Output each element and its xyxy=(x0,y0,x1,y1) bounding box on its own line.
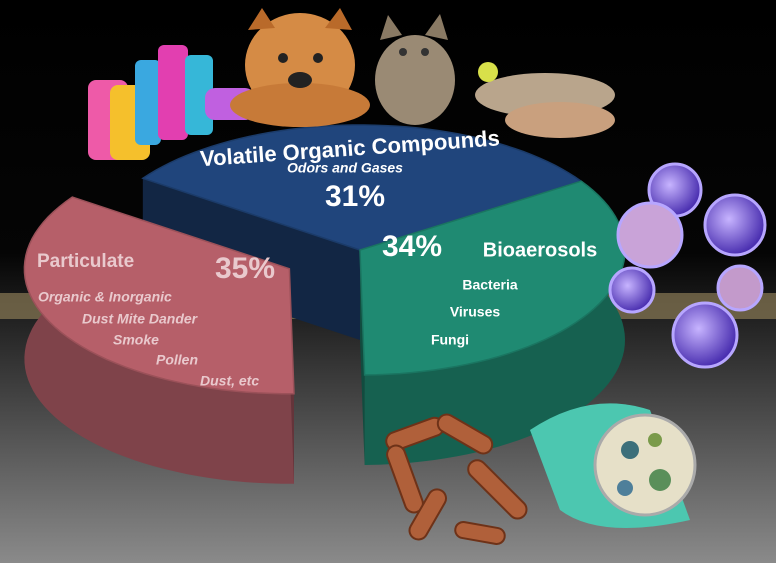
slice xyxy=(23,196,295,395)
viruses xyxy=(608,162,767,369)
dog xyxy=(230,8,370,127)
category-label: Particulate xyxy=(37,251,134,272)
detail-label: Bacteria xyxy=(462,277,517,293)
bacteria xyxy=(385,413,528,545)
detail-label: Dust, etc xyxy=(200,373,259,389)
slice xyxy=(141,124,583,251)
value-label: 34% xyxy=(382,230,442,263)
detail-label: Smoke xyxy=(113,332,159,348)
detail-label: Dust Mite Dander xyxy=(82,311,199,327)
cat xyxy=(375,14,455,125)
fish xyxy=(475,62,615,138)
category-label: Bioaerosols xyxy=(483,239,597,261)
slice-depth xyxy=(24,197,295,484)
detail-label: Odors and Gases xyxy=(287,160,403,176)
slice-depth xyxy=(360,250,365,465)
pie xyxy=(23,124,626,484)
value-label: 31% xyxy=(325,180,385,213)
petri-dish xyxy=(530,403,697,528)
slice xyxy=(359,180,626,376)
detail-label: Pollen xyxy=(156,352,198,368)
detail-label: Viruses xyxy=(450,304,501,320)
value-label: 35% xyxy=(215,252,275,285)
slice-depth xyxy=(364,181,625,465)
detail-label: Organic & Inorganic xyxy=(38,289,172,305)
detail-label: Fungi xyxy=(431,332,469,348)
decorations xyxy=(88,8,767,545)
